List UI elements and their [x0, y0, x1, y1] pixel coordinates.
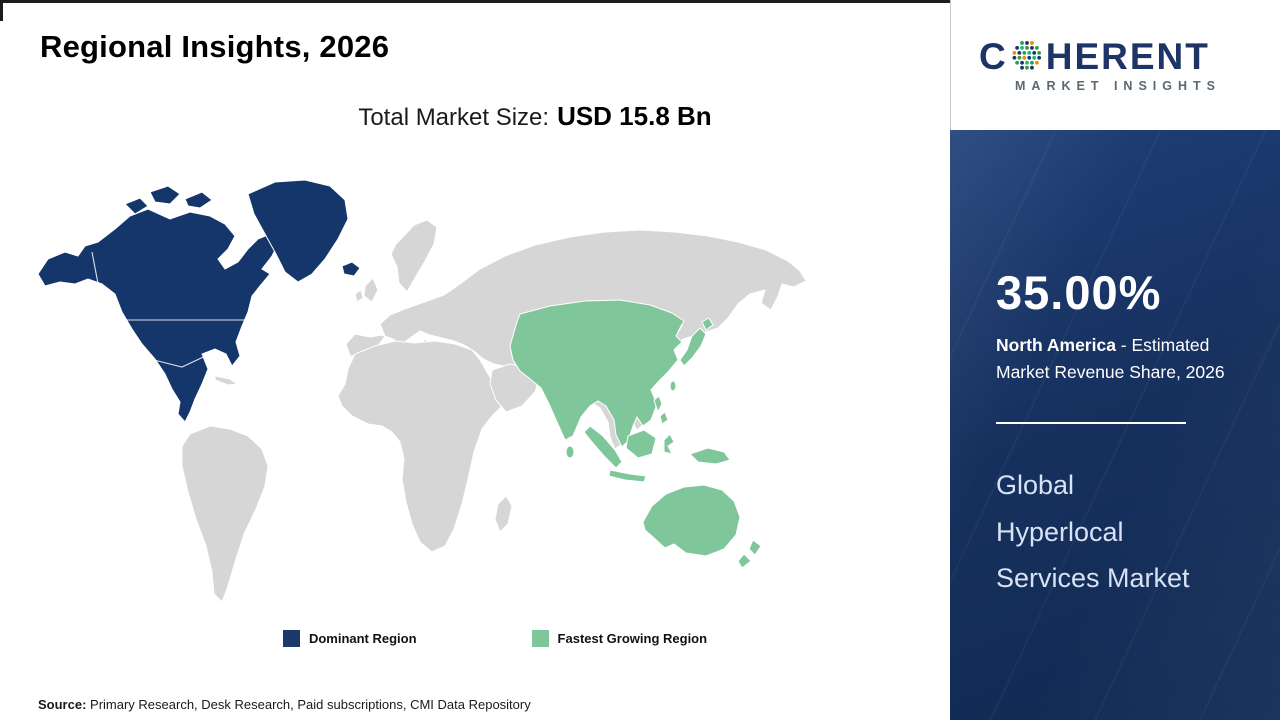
panel-divider	[996, 422, 1186, 425]
market-share-description: North America - Estimated Market Revenue…	[996, 332, 1248, 386]
map-region-asia-pacific	[509, 299, 685, 448]
source-note: Source: Primary Research, Desk Research,…	[38, 697, 531, 712]
map-region-greenland	[247, 179, 349, 283]
map-region-sulawesi	[663, 433, 675, 455]
legend-item-dominant: Dominant Region	[282, 630, 417, 647]
map-region-madagascar	[494, 495, 513, 533]
share-description-text: - Estimated Market Revenue Share, 2026	[996, 335, 1225, 383]
logo-text-rest: HERENT	[1045, 35, 1210, 77]
map-region-new-guinea	[689, 447, 731, 465]
right-column: C HERENT MARKET INSIGHTS 35.00% North Am…	[950, 0, 1280, 720]
infographic-main-area: Regional Insights, 2026 Total Market Siz…	[0, 0, 950, 712]
source-text: Primary Research, Desk Research, Paid su…	[86, 697, 531, 712]
map-region-hokkaido	[701, 317, 714, 331]
fastest-growing-region-swatch	[531, 630, 549, 647]
map-region-philippines-south	[659, 411, 669, 425]
map-region-uk	[363, 277, 379, 303]
map-legend: Dominant Region Fastest Growing Region	[0, 630, 950, 647]
map-region-new-zealand-north	[748, 539, 762, 556]
dominant-region-swatch	[282, 630, 300, 647]
map-region-australia	[642, 484, 741, 557]
map-border-us-mexico	[153, 351, 215, 368]
legend-item-fastest-growing: Fastest Growing Region	[531, 630, 708, 647]
map-region-japan	[679, 327, 707, 367]
world-map	[30, 174, 830, 624]
brand-logo-area: C HERENT MARKET INSIGHTS	[950, 0, 1280, 130]
dominant-region-name: North America	[996, 335, 1116, 355]
map-region-north-america	[37, 208, 279, 423]
map-border-alaska-canada	[91, 251, 101, 295]
map-region-taiwan	[669, 380, 677, 392]
map-region-ireland	[354, 289, 364, 303]
logo-tagline: MARKET INSIGHTS	[1015, 78, 1221, 93]
map-region-arctic-island-3	[124, 197, 149, 215]
map-region-africa	[337, 340, 511, 553]
map-region-scandinavia	[390, 219, 438, 293]
market-name: Global Hyperlocal Services Market	[996, 470, 1190, 594]
map-region-borneo	[625, 429, 657, 459]
map-region-new-zealand-south	[737, 553, 752, 569]
map-region-south-america	[181, 425, 269, 603]
brand-logo: C HERENT	[979, 38, 1280, 75]
map-region-philippines-north	[653, 395, 663, 414]
highlight-panel: 35.00% North America - Estimated Market …	[950, 130, 1280, 720]
market-size-label: Total Market Size:	[358, 104, 550, 131]
logo-text-c: C	[979, 35, 1008, 77]
map-region-arctic-island-1	[149, 185, 181, 205]
map-region-iceland	[341, 261, 361, 277]
map-region-sri-lanka	[565, 445, 575, 459]
map-region-caribbean	[214, 375, 239, 386]
corner-accent-bar	[0, 3, 3, 21]
market-share-value: 35.00%	[996, 266, 1162, 319]
fastest-growing-region-label: Fastest Growing Region	[557, 631, 708, 646]
page-title: Regional Insights, 2026	[40, 29, 390, 64]
coherent-globe-icon	[1012, 41, 1041, 70]
map-region-sumatra	[583, 425, 623, 469]
world-map-svg	[37, 179, 807, 603]
map-region-java	[608, 469, 647, 483]
market-size-value: USD 15.8 Bn	[557, 101, 712, 131]
dominant-region-label: Dominant Region	[308, 631, 417, 646]
map-region-arctic-island-2	[184, 191, 213, 209]
source-label: Source:	[38, 697, 87, 712]
total-market-size: Total Market Size: USD 15.8 Bn	[0, 101, 950, 132]
